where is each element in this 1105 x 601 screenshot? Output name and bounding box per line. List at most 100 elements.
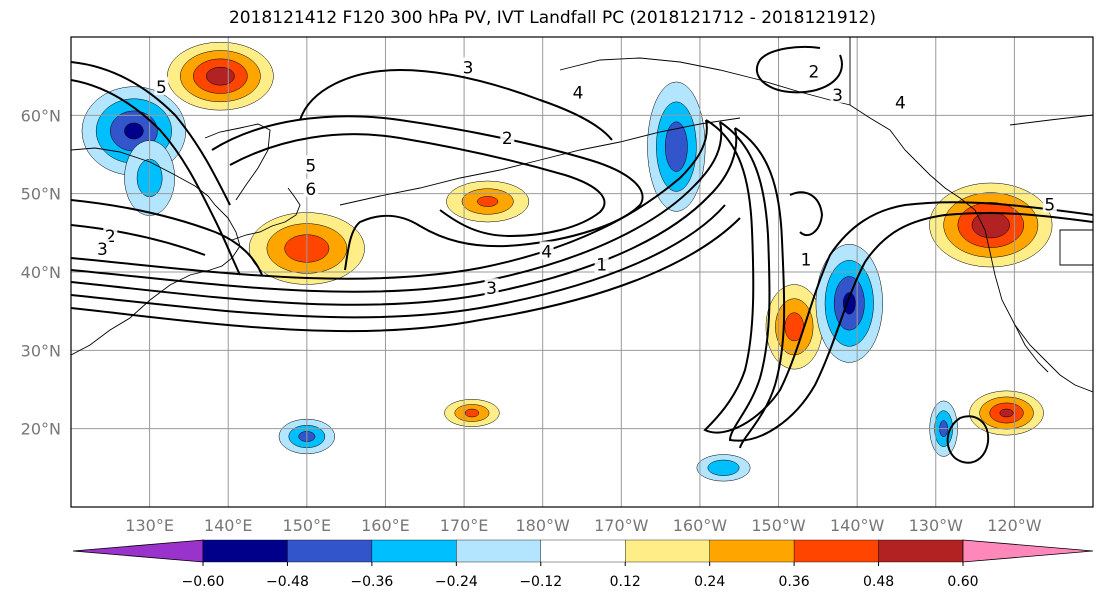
contour-label-background	[461, 57, 476, 76]
contour-label: 2	[105, 227, 116, 247]
contour-label: 2	[502, 129, 513, 149]
pv-contour	[71, 224, 206, 256]
pv-contour	[71, 79, 241, 276]
colorbar-segment	[709, 539, 795, 563]
pv-contour	[71, 204, 726, 319]
longitude-tick-label: 160°E	[361, 516, 410, 535]
contour-label: 4	[573, 83, 584, 103]
colorbar-extend-low	[72, 539, 204, 563]
pv-anomaly-level	[664, 121, 688, 172]
longitude-tick-label: 130°E	[125, 516, 174, 535]
latitude-tick-label: 50°N	[21, 185, 61, 204]
contour-label-background	[484, 278, 499, 297]
pv-contour	[71, 61, 231, 206]
contour-label: 3	[486, 279, 497, 299]
colorbar-tick-label: −0.48	[266, 574, 309, 590]
coastline-kamchatka	[204, 123, 271, 201]
colorbar-segment	[625, 539, 710, 563]
pv-anomaly-level	[206, 66, 235, 86]
longitude-tick-label: 140°W	[830, 516, 885, 535]
longitude-tick-label: 130°W	[909, 516, 964, 535]
latitude-tick-label: 30°N	[21, 341, 61, 360]
colorbar-tick-label: 0.60	[947, 574, 978, 590]
contour-label-background	[571, 82, 586, 101]
contour-label: 5	[1044, 195, 1055, 215]
contour-label-background	[1042, 194, 1057, 213]
pv-contour	[946, 415, 990, 464]
contour-label-background	[539, 241, 554, 260]
latitude-tick-label: 40°N	[21, 263, 61, 282]
contour-label-background	[594, 254, 609, 273]
pv-anomaly	[696, 454, 751, 482]
contour-label: 1	[801, 250, 812, 270]
contour-label-background	[830, 84, 845, 103]
pv-anomaly-level	[477, 196, 499, 207]
colorbar-segment	[878, 539, 964, 563]
coastlines	[71, 37, 1093, 393]
pv-contour	[211, 115, 644, 271]
graticule	[71, 37, 1093, 507]
colorbar-tick-label: −0.60	[182, 574, 225, 590]
pv-contour	[734, 127, 786, 449]
contour-label-background	[799, 249, 814, 268]
colorbar-tick-label: −0.36	[350, 574, 393, 590]
longitude-tick-label: 180°W	[516, 516, 571, 535]
colorbar-labels: −0.60 −0.48 −0.36 −0.24 −0.12 0.12 0.24 0.36 0.4…	[182, 562, 979, 590]
longitude-tick-label: 120°W	[987, 516, 1042, 535]
latitude-tick-label: 20°N	[21, 420, 61, 439]
pv-anomaly-level	[464, 408, 480, 418]
pv-contour	[71, 121, 723, 293]
coastline-aleutians	[339, 117, 741, 206]
colorbar: −0.60 −0.48 −0.36 −0.24 −0.12 0.12 0.24 0.36 0.4…	[72, 539, 1094, 590]
contour-label-background	[303, 155, 318, 174]
map-title: 2018121412 F120 300 hPa PV, IVT Landfall…	[228, 8, 876, 28]
contour-label-background	[95, 239, 110, 258]
contour-label: 6	[305, 180, 316, 200]
pv-contour	[71, 199, 263, 276]
contour-label: 3	[832, 86, 843, 106]
map-frame	[70, 36, 1094, 508]
contour-label: 4	[541, 242, 552, 262]
colorbar-segment	[456, 539, 541, 563]
pv-anomaly	[647, 81, 706, 212]
pv-anomaly-level	[842, 292, 856, 315]
coastline-north-america	[914, 159, 1093, 393]
contour-label-background	[500, 127, 515, 146]
colorbar-segment	[540, 539, 626, 563]
pv-anomaly	[444, 399, 500, 427]
contour-label: 2	[809, 62, 820, 82]
colorbar-tick-label: 0.48	[863, 574, 894, 590]
colorbar-segment	[287, 539, 373, 563]
pv-anomaly-level	[124, 122, 144, 140]
pv-contour	[71, 217, 741, 333]
contour-label-background	[303, 178, 318, 197]
pv-contours	[71, 45, 1093, 464]
pv-anomaly-level	[999, 408, 1014, 418]
contour-label-background	[806, 61, 821, 80]
pv-contour	[71, 127, 738, 306]
colorbar-segment	[371, 539, 457, 563]
longitude-tick-label: 170°E	[440, 516, 489, 535]
pv-contour	[755, 45, 843, 94]
longitude-tick-label: 170°W	[594, 516, 649, 535]
pv-contour	[71, 119, 708, 280]
contour-label: 5	[305, 156, 316, 176]
colorbar-tick-label: −0.24	[435, 574, 478, 590]
pv-contour	[299, 68, 613, 141]
latitude-labels: 60°N 50°N 40°N 30°N 20°N	[21, 106, 61, 438]
longitude-tick-label: 160°W	[673, 516, 728, 535]
pv-anomaly-level	[707, 459, 740, 476]
pv-anomaly	[167, 41, 274, 111]
colorbar-tick-label: 0.36	[779, 574, 810, 590]
contour-label: 3	[97, 240, 108, 260]
latitude-tick-label: 60°N	[21, 106, 61, 125]
pv-contour	[229, 133, 606, 238]
longitude-tick-label: 150°E	[283, 516, 332, 535]
colorbar-segments	[72, 539, 1094, 563]
longitude-tick-label: 140°E	[204, 516, 253, 535]
pv-contour	[789, 191, 824, 237]
contour-label: 4	[895, 94, 906, 114]
